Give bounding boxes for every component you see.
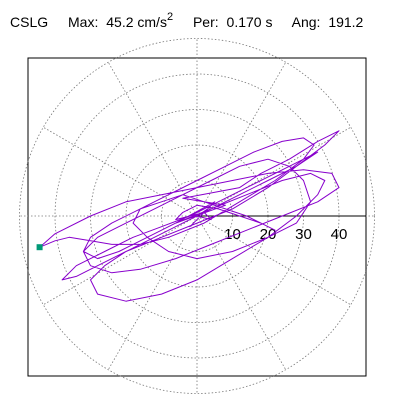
tick-label-10: 10	[224, 226, 241, 243]
grid-spoke-120	[107, 62, 198, 217]
grid-spoke-210	[43, 215, 198, 306]
tick-label-40: 40	[331, 226, 348, 243]
angle-label: Ang:	[291, 14, 321, 30]
peak-marker	[36, 244, 43, 251]
grid-spoke-300	[196, 215, 287, 370]
max-value-exponent: 2	[166, 11, 174, 24]
period-value: 0.170 s	[226, 14, 273, 30]
grid-spoke-60	[196, 62, 287, 217]
grid-ring-50	[19, 38, 375, 394]
tick-labels: 10 20 30 40	[224, 226, 347, 243]
max-value: 45.2 cm/s2	[106, 11, 174, 30]
tick-label-30: 30	[295, 226, 312, 243]
max-label: Max:	[68, 14, 99, 30]
chart-header: CSLG Max: 45.2 cm/s2 Per: 0.170 s Ang: 1…	[10, 11, 367, 30]
grid-spoke-150	[43, 126, 198, 217]
grid-spoke-240	[107, 215, 198, 370]
angle-value: 191.2	[328, 14, 364, 30]
station-code: CSLG	[10, 14, 49, 30]
motion-trace	[39, 130, 340, 302]
grid-spoke-330	[196, 215, 351, 306]
grid-spoke-30	[196, 126, 351, 217]
max-value-text: 45.2 cm/s	[106, 14, 167, 30]
period-label: Per:	[192, 14, 219, 30]
